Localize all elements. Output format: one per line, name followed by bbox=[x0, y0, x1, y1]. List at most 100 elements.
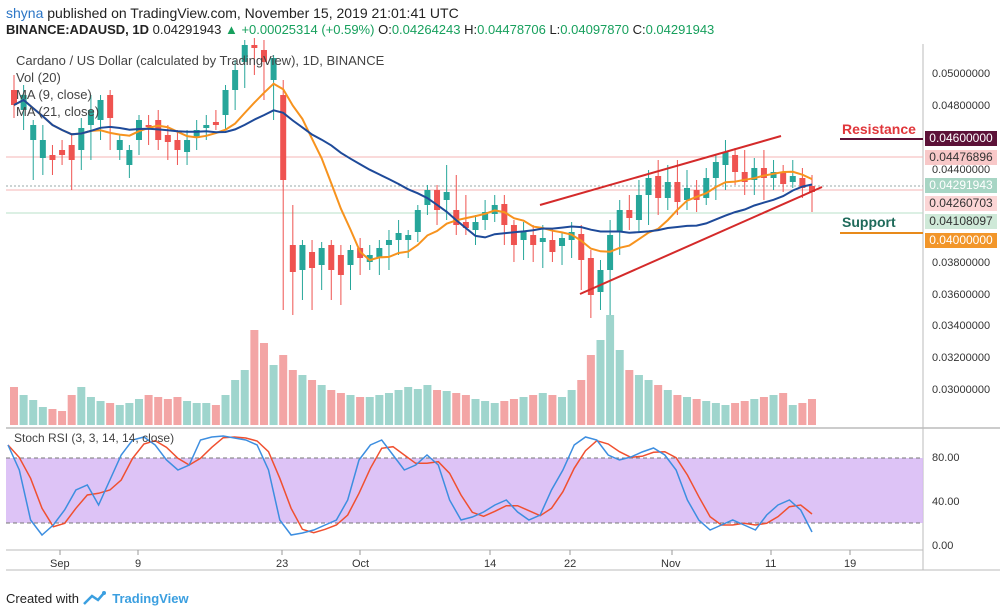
volume-bar bbox=[529, 395, 538, 425]
volume-bar bbox=[711, 403, 720, 425]
price-tick: 0.04400000 bbox=[932, 164, 991, 176]
volume-bar bbox=[558, 397, 567, 425]
candle-body bbox=[578, 234, 585, 260]
volume-bar bbox=[67, 395, 76, 425]
candle-body bbox=[770, 172, 777, 178]
time-tick: 11 bbox=[765, 558, 777, 570]
candle-body bbox=[597, 270, 604, 292]
candle-body bbox=[39, 140, 46, 158]
candle-body bbox=[510, 225, 517, 245]
volume-bars bbox=[10, 315, 816, 425]
time-tick: 22 bbox=[564, 558, 577, 570]
created-with-text: Created with bbox=[6, 591, 79, 606]
volume-bar bbox=[38, 407, 47, 425]
candle-body bbox=[635, 195, 642, 220]
candle-body bbox=[520, 232, 527, 240]
volume-bar bbox=[231, 380, 240, 425]
volume-bar bbox=[731, 403, 740, 425]
candle-body bbox=[462, 222, 469, 228]
tradingview-logo-icon bbox=[83, 591, 106, 605]
volume-bar bbox=[461, 395, 470, 425]
candle-body bbox=[212, 122, 219, 125]
candle-body bbox=[616, 210, 623, 232]
volume-bar bbox=[625, 370, 634, 425]
open-label: O: bbox=[378, 22, 392, 37]
volume-bar bbox=[269, 365, 278, 425]
ma21-legend[interactable]: MA (21, close) bbox=[16, 104, 100, 119]
ma21-line bbox=[13, 98, 813, 239]
support-price-label: 0.04000000 bbox=[925, 233, 997, 248]
volume-bar bbox=[317, 385, 326, 425]
price-tick: 0.03400000 bbox=[932, 320, 991, 332]
volume-bar bbox=[375, 395, 384, 425]
candle-body bbox=[539, 238, 546, 242]
ma9-legend[interactable]: MA (9, close) bbox=[16, 87, 92, 102]
candle-body bbox=[11, 90, 17, 105]
stoch-k-line bbox=[7, 435, 813, 537]
candle-body bbox=[318, 248, 325, 265]
candle-body bbox=[87, 110, 94, 125]
volume-bar bbox=[192, 403, 201, 425]
candle-body bbox=[232, 70, 239, 90]
stoch-tick: 0.00 bbox=[932, 540, 954, 552]
candle-body bbox=[693, 190, 700, 200]
volume-bar bbox=[509, 399, 518, 425]
stoch-rsi-legend[interactable]: Stoch RSI (3, 3, 14, 14, close) bbox=[14, 431, 175, 445]
volume-bar bbox=[19, 395, 28, 425]
support-annotation: Support bbox=[842, 214, 896, 230]
volume-bar bbox=[279, 355, 288, 425]
stoch-d-line bbox=[7, 436, 813, 534]
volume-bar bbox=[538, 393, 547, 425]
candle-body bbox=[703, 178, 710, 198]
volume-bar bbox=[452, 393, 461, 425]
price-tick: 0.03600000 bbox=[932, 289, 991, 301]
volume-legend[interactable]: Vol (20) bbox=[16, 70, 61, 85]
volume-bar bbox=[663, 390, 672, 425]
current-price: 0.04291943 bbox=[152, 22, 222, 37]
volume-bar bbox=[644, 380, 653, 425]
price-tick: 0.03000000 bbox=[932, 384, 991, 396]
low-value: 0.04097870 bbox=[560, 22, 629, 37]
level-price-label: 0.04108097 bbox=[925, 214, 997, 229]
candle-body bbox=[741, 172, 748, 182]
publisher-name[interactable]: shyna bbox=[6, 5, 44, 21]
price-tick: 0.05000000 bbox=[932, 68, 991, 80]
volume-bar bbox=[673, 395, 682, 425]
candle-body bbox=[328, 245, 335, 270]
time-tick: 19 bbox=[844, 558, 857, 570]
candle-body bbox=[222, 90, 229, 115]
candle-body bbox=[472, 222, 479, 230]
candle-body bbox=[664, 182, 671, 198]
candle-body bbox=[645, 178, 652, 195]
time-tick: 9 bbox=[135, 558, 142, 570]
volume-bar bbox=[490, 403, 499, 425]
volume-bar bbox=[519, 397, 528, 425]
volume-bar bbox=[365, 397, 374, 425]
last-price-label: 0.04291943 bbox=[925, 178, 997, 193]
volume-bar bbox=[740, 401, 749, 425]
volume-bar bbox=[77, 387, 86, 425]
volume-bar bbox=[683, 397, 692, 425]
volume-bar bbox=[769, 395, 778, 425]
volume-bar bbox=[702, 401, 711, 425]
close-label: C: bbox=[632, 22, 646, 37]
candle-body bbox=[145, 125, 152, 127]
volume-bar bbox=[404, 387, 413, 425]
price-tick: 0.03800000 bbox=[932, 257, 991, 269]
tradingview-brand[interactable]: TradingView bbox=[112, 591, 189, 606]
volume-bar bbox=[779, 393, 788, 425]
candle-body bbox=[289, 245, 296, 272]
time-tick: 14 bbox=[484, 558, 497, 570]
volume-bar bbox=[298, 375, 307, 425]
chart-title[interactable]: Cardano / US Dollar (calculated by Tradi… bbox=[16, 53, 385, 68]
candle-body bbox=[347, 250, 354, 265]
volume-bar bbox=[423, 385, 432, 425]
volume-bar bbox=[586, 355, 595, 425]
volume-bar bbox=[606, 315, 615, 425]
volume-bar bbox=[154, 397, 163, 425]
volume-bar bbox=[48, 409, 57, 425]
candle-body bbox=[376, 248, 383, 258]
volume-bar bbox=[721, 405, 730, 425]
volume-bar bbox=[202, 403, 211, 425]
